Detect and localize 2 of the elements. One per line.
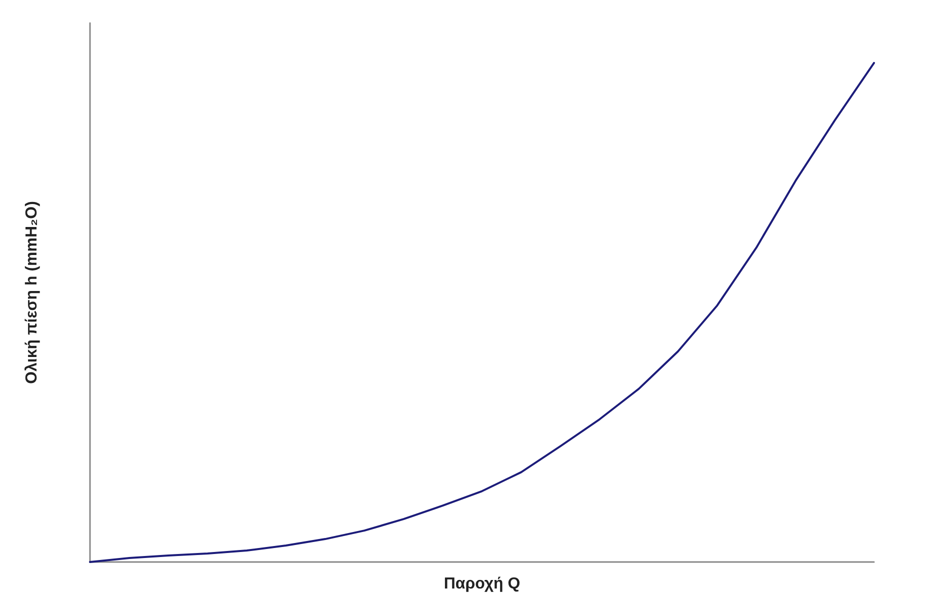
x-axis-title: Παροχή Q [444, 576, 520, 592]
y-axis-title: Ολική πίεση h (mmH₂O) [24, 201, 40, 384]
